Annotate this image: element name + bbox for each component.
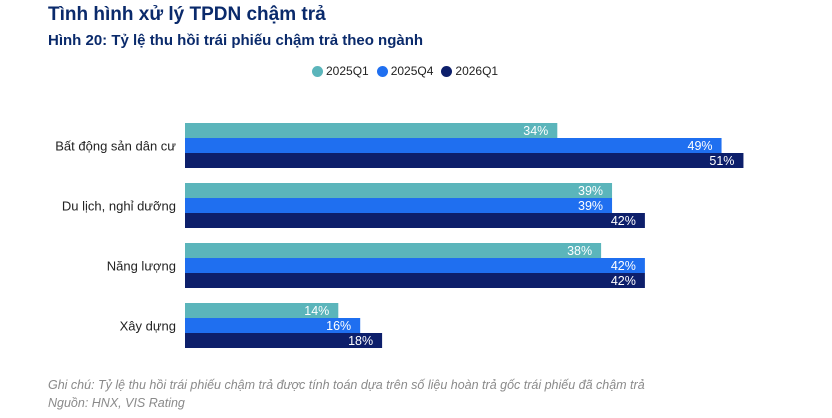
bar-2026q1: [185, 333, 383, 348]
legend-label: 2026Q1: [455, 64, 499, 78]
data-label: 42%: [611, 274, 636, 288]
data-label: 14%: [304, 304, 329, 318]
data-label: 42%: [611, 214, 636, 228]
bar-2025q1: [185, 303, 339, 318]
legend-label: 2025Q1: [326, 64, 369, 78]
data-label: 16%: [326, 319, 351, 333]
bar-2026q1: [185, 213, 645, 228]
legend-swatch: [376, 65, 388, 77]
bar-2025q4: [185, 138, 722, 153]
header-title: Tình hình xử lý TPDN chậm trả: [48, 4, 326, 25]
data-label: 18%: [348, 334, 373, 348]
bar-2025q1: [185, 183, 613, 198]
data-label: 42%: [611, 259, 636, 273]
bar-2026q1: [185, 273, 645, 288]
legend-item-2025q1: 2025Q1: [312, 64, 369, 78]
bar-2025q4: [185, 258, 645, 273]
legend-swatch: [441, 65, 453, 77]
category-label: Du lịch, nghỉ dưỡng: [62, 199, 176, 214]
data-label: 49%: [688, 139, 713, 153]
data-label: 51%: [709, 154, 734, 168]
data-label: 39%: [578, 184, 603, 198]
legend-item-2026q1: 2026Q1: [441, 64, 498, 78]
legend-swatch: [312, 65, 323, 77]
legend-item-2025q4: 2025Q4: [376, 64, 434, 78]
bar-2026q1: [185, 153, 744, 168]
figure-title: Hình 20: Tỷ lệ thu hồi trái phiếu chậm t…: [48, 32, 424, 49]
data-label: 38%: [567, 244, 592, 258]
bar-2025q4: [185, 318, 361, 333]
category-label: Năng lượng: [107, 259, 176, 274]
chart-note: Ghi chú: Tỷ lệ thu hồi trái phiếu chậm t…: [48, 378, 645, 392]
bar-2025q1: [185, 243, 602, 258]
chart-legend: 2025Q1 2025Q4 2026Q1: [312, 64, 498, 78]
data-label: 34%: [523, 124, 548, 138]
chart-source: Nguồn: HNX, VIS Rating: [48, 396, 185, 410]
legend-label: 2025Q4: [390, 64, 434, 78]
bar-2025q4: [185, 198, 613, 213]
bar-2025q1: [185, 123, 558, 138]
data-label: 39%: [578, 199, 603, 213]
category-label: Xây dựng: [120, 319, 176, 334]
category-label: Bất động sản dân cư: [55, 139, 176, 154]
